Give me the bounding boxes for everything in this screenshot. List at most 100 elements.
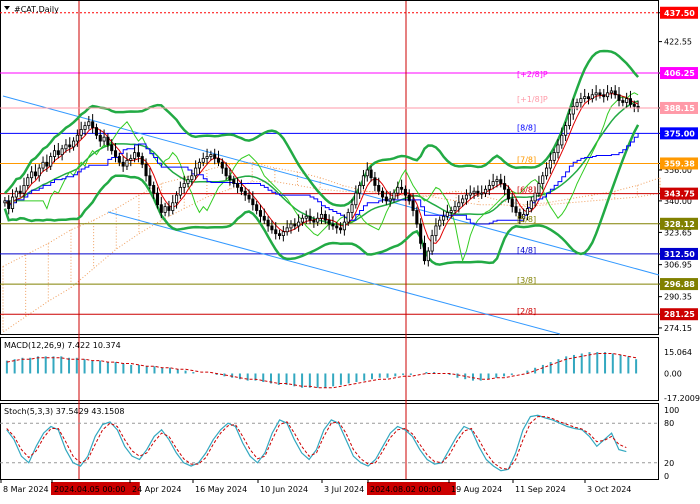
candle-body <box>487 185 491 190</box>
macd-axis: 15.064 0.00 -17.2009 <box>664 348 700 403</box>
candle-body <box>52 150 57 157</box>
candle-body <box>384 196 388 202</box>
price-tick-label: 306.95 <box>664 261 692 270</box>
stoch-pane-frame <box>0 403 659 480</box>
candle-body <box>247 194 251 200</box>
candle-body <box>26 177 30 186</box>
candle-body <box>319 213 324 219</box>
candle-body <box>342 221 346 231</box>
stoch-tick-label: 0 <box>664 472 669 481</box>
candle-body <box>56 150 60 155</box>
candle-body <box>167 206 171 211</box>
candle-body <box>75 134 79 142</box>
candle-body <box>548 159 552 169</box>
candle-body <box>136 152 140 157</box>
macd-tick-label: 15.064 <box>664 348 692 357</box>
candle-body <box>598 92 602 96</box>
date-tick-label: 3 Oct 2024 <box>587 485 631 494</box>
level-tag-box <box>660 67 698 80</box>
candle-body <box>480 192 484 195</box>
candle-body <box>30 171 34 179</box>
candle-body <box>148 175 152 186</box>
candle-body <box>575 102 579 107</box>
candle-body <box>224 167 228 177</box>
candle-body <box>453 206 457 211</box>
candle-body <box>567 113 571 127</box>
candle-body <box>159 204 163 213</box>
candle-body <box>22 185 26 194</box>
candle-body <box>556 144 560 154</box>
candle-body <box>628 98 633 105</box>
candle-body <box>178 186 182 196</box>
candle-body <box>457 202 461 208</box>
candle-body <box>400 186 404 190</box>
level-tag-box <box>660 217 698 230</box>
candle-body <box>239 186 243 192</box>
candle-body <box>129 158 133 161</box>
date-tick-label: 8 Mar 2024 <box>3 485 49 494</box>
date-tick-label: 11 Sep 2024 <box>515 485 566 494</box>
price-tick-label: 274.15 <box>664 324 692 333</box>
date-tick-label: 16 May 2024 <box>195 485 247 494</box>
candle-body <box>236 183 240 188</box>
candle-body <box>365 169 369 177</box>
candle-body <box>87 121 91 127</box>
date-tick-label: 10 Jun 2024 <box>260 485 308 494</box>
candle-body <box>10 196 15 209</box>
macd-pane-frame <box>0 337 659 401</box>
candle-body <box>331 223 335 227</box>
murray-label: [7/8] <box>517 155 536 164</box>
trend-channel <box>2 95 660 335</box>
candle-body <box>312 219 316 223</box>
candle-body <box>186 179 190 184</box>
murray-label: [+2/8]P <box>517 70 548 79</box>
candle-body <box>308 215 312 221</box>
candle-body <box>346 212 350 223</box>
level-tag-label: 296.88 <box>664 280 695 289</box>
candle-body <box>571 105 575 115</box>
date-tick-label: 3 Jul 2024 <box>324 485 364 494</box>
date-tick-label: 2024.08.02 00:00 <box>370 485 441 494</box>
level-tag-box <box>660 247 698 260</box>
bollinger-upper-line <box>4 49 640 207</box>
murray-label: [+1/8]P <box>517 95 548 104</box>
level-tag-label: 328.12 <box>664 220 695 229</box>
candle-body <box>270 225 274 231</box>
candle-body <box>335 225 339 229</box>
candle-body <box>339 227 343 231</box>
macd-signal-line <box>6 353 637 389</box>
candle-body <box>625 98 629 103</box>
candle-body <box>613 90 617 96</box>
current-price-tag-box <box>660 101 698 114</box>
candle-body <box>350 204 354 213</box>
candle-body <box>209 154 213 157</box>
chart-menu-icon[interactable] <box>4 6 10 10</box>
candle-body <box>113 150 118 157</box>
candle-body <box>7 200 11 209</box>
candle-body <box>388 198 392 202</box>
stoch-tick-label: 100 <box>664 406 679 415</box>
candle-body <box>102 136 106 142</box>
candle-body <box>152 185 156 194</box>
candle-body <box>525 208 530 215</box>
candle-body <box>445 212 449 217</box>
level-tag-box <box>660 6 698 19</box>
candle-body <box>94 127 98 136</box>
candle-body <box>564 125 568 136</box>
murray-label: [4/8] <box>517 246 536 255</box>
stoch-tick-label: 80 <box>664 419 674 428</box>
chart-title: #CAT,Daily <box>14 5 59 14</box>
candle-body <box>98 134 102 142</box>
candle-body <box>518 212 522 219</box>
candle-body <box>491 181 495 186</box>
candle-body <box>586 96 591 100</box>
level-tag-box <box>660 157 698 170</box>
stochastic-indicator <box>0 414 659 472</box>
candle-body <box>464 194 468 200</box>
candle-body <box>590 94 594 100</box>
candle-body <box>197 161 201 169</box>
candle-body <box>79 129 83 136</box>
candle-body <box>155 192 160 206</box>
